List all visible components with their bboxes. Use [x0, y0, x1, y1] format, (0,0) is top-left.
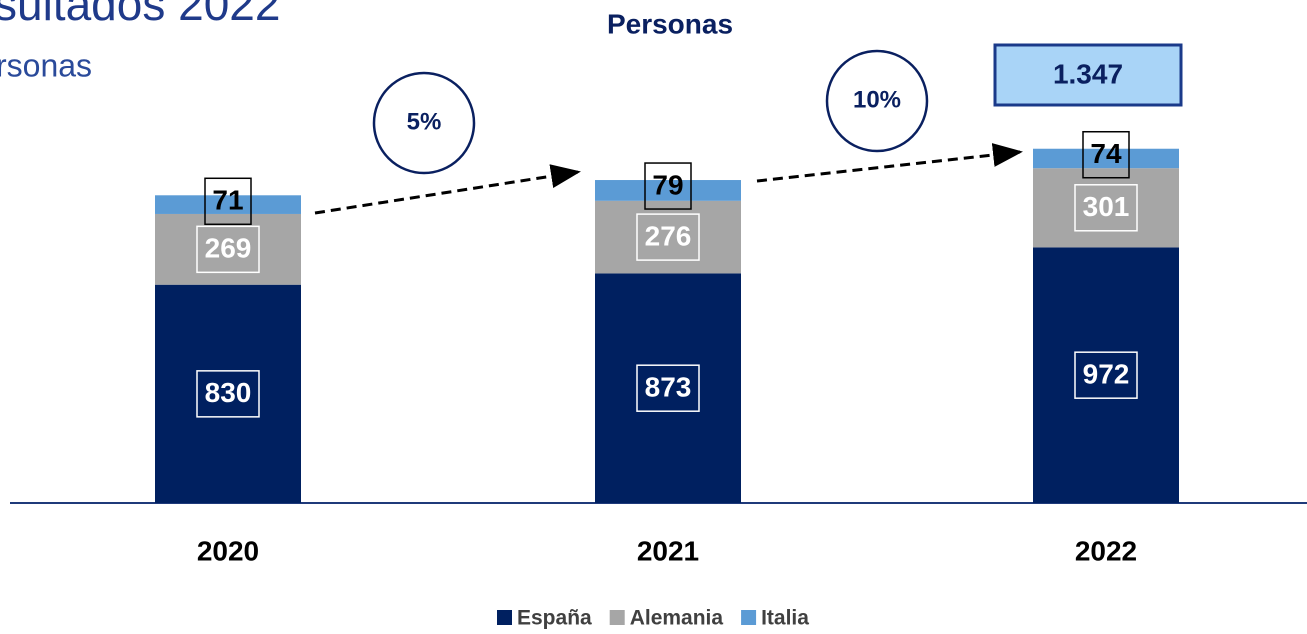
bar-segment — [595, 200, 741, 274]
x-tick-label: 2020 — [197, 535, 259, 566]
legend-label: Alemania — [630, 607, 724, 630]
value-label-box — [204, 177, 252, 226]
x-tick-label: 2021 — [637, 535, 699, 566]
growth-label: 10% — [853, 86, 901, 113]
legend-swatch — [741, 610, 757, 625]
bar-segment — [1033, 168, 1179, 248]
bar-segment — [595, 273, 741, 503]
x-tick-label: 2022 — [1075, 535, 1137, 566]
value-label-box — [636, 364, 700, 412]
legend-swatch — [609, 610, 625, 625]
value-label: 71 — [212, 185, 243, 216]
bar-segment — [155, 284, 301, 503]
total-label: 1.347 — [1053, 58, 1123, 89]
chart-title: Personas — [607, 8, 733, 39]
legend-label: España — [517, 607, 592, 630]
value-label-box — [1074, 351, 1138, 399]
bar-segment — [155, 195, 301, 214]
value-label: 301 — [1083, 191, 1130, 222]
bar-segment — [595, 180, 741, 201]
value-label-box — [196, 370, 260, 418]
bar-segment — [1033, 148, 1179, 169]
total-box — [993, 43, 1183, 107]
value-label: 972 — [1083, 359, 1130, 390]
growth-circle — [372, 71, 476, 175]
growth-label: 5% — [407, 108, 442, 135]
page-title: sultados 2022 — [0, 0, 280, 30]
growth-arrow — [756, 143, 1023, 183]
value-label: 830 — [205, 377, 252, 408]
value-label-box — [644, 162, 692, 210]
bar-segment — [1033, 247, 1179, 503]
growth-circle — [825, 49, 929, 153]
value-label-box — [636, 213, 700, 261]
value-label-box — [196, 225, 260, 274]
value-label: 269 — [205, 233, 252, 264]
value-label: 873 — [645, 372, 692, 403]
legend-label: Italia — [761, 607, 809, 630]
value-label: 79 — [652, 169, 683, 200]
value-label: 276 — [645, 220, 692, 251]
legend-swatch — [497, 610, 512, 625]
value-label: 74 — [1090, 138, 1122, 169]
page-subtitle: rsonas — [0, 47, 92, 83]
value-label-box — [1074, 184, 1138, 232]
growth-arrow — [314, 164, 581, 215]
value-label-box — [1082, 130, 1130, 179]
